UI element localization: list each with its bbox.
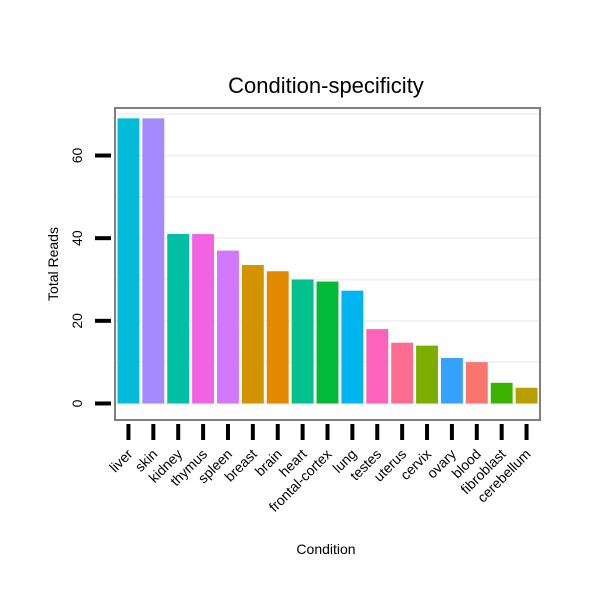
y-tick-label: 20 <box>69 313 85 329</box>
bar-skin <box>142 118 165 404</box>
bar-thymus <box>192 234 215 404</box>
y-tick-label: 0 <box>69 399 85 407</box>
y-axis-title: Total Reads <box>45 227 61 301</box>
bar-fibroblast <box>490 382 513 404</box>
x-axis: liverskinkidneythymusspleenbreastbrainhe… <box>106 424 534 515</box>
bar-ovary <box>440 358 463 404</box>
bar-cervix <box>416 345 438 404</box>
bar-blood <box>465 362 488 404</box>
x-axis-title: Condition <box>296 541 355 557</box>
bar-brain <box>266 271 289 404</box>
bar-frontal-cortex <box>316 281 339 404</box>
bar-cerebellum <box>515 387 538 404</box>
plot-border <box>114 107 541 421</box>
x-tick-label-liver: liver <box>106 446 136 476</box>
y-tick-label: 60 <box>69 148 85 164</box>
y-tick-label: 40 <box>69 230 85 246</box>
bar-spleen <box>217 250 239 404</box>
bar-liver <box>117 118 140 404</box>
x-tick-label-brain: brain <box>252 446 285 479</box>
bars <box>117 118 538 404</box>
bar-testes <box>366 329 389 404</box>
bar-heart <box>291 279 314 404</box>
y-axis: 0 20 40 60 <box>69 148 111 407</box>
bar-breast <box>241 265 264 404</box>
bar-uterus <box>391 342 414 404</box>
chart-title: Condition-specificity <box>228 73 424 98</box>
bar-kidney <box>167 234 190 404</box>
bar-lung <box>341 290 364 404</box>
